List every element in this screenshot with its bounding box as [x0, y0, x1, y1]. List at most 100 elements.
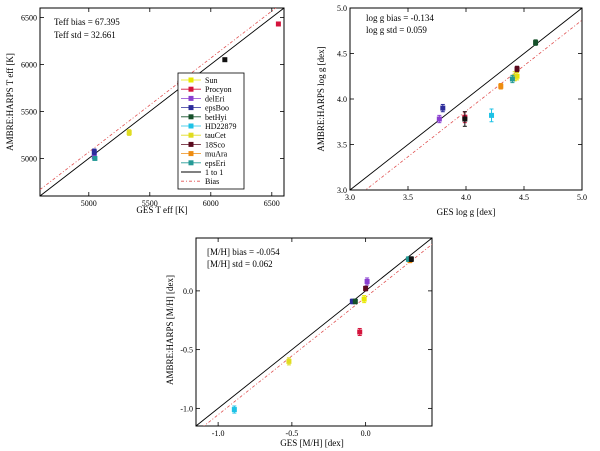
mh-point-18Sco	[363, 286, 369, 292]
teff-panel: Teff bias = 67.395 Teff std = 32.661 GES…	[5, 7, 285, 215]
logg-data-points	[436, 39, 539, 127]
logg-point-HD22879	[489, 112, 495, 118]
logg-y-tick-label: 3.5	[337, 141, 347, 150]
logg-point-alfCenA	[462, 116, 468, 122]
teff-x-tick-label: 6500	[264, 199, 280, 208]
logg-point-tauCet	[512, 73, 518, 79]
legend-label-betHyi: betHyi	[205, 113, 228, 122]
logg-bias-line	[364, 19, 582, 190]
mh-y-tick-label: -1.0	[180, 404, 193, 413]
mh-bias-annotation: [M/H] bias = -0.054	[207, 247, 280, 257]
teff-x-axis-label: GES T eff [K]	[136, 205, 187, 215]
logg-one-to-one-line	[350, 8, 582, 190]
logg-ticks: 3.0 3.5 4.0 4.5 5.0 3.0 3.5 4.0 4.5 5.0	[337, 4, 587, 202]
teff-bias-line	[40, 8, 277, 190]
logg-bias-annotation: log g bias = -0.134	[366, 13, 434, 23]
legend-marker-muAra	[188, 151, 194, 157]
logg-std-annotation: log g std = 0.059	[366, 25, 427, 35]
teff-x-tick-label: 6000	[203, 199, 219, 208]
legend-label-epsEri: epsEri	[205, 159, 226, 168]
mh-x-tick-label: 0.0	[361, 429, 371, 438]
mh-std-annotation: [M/H] std = 0.062	[207, 259, 273, 269]
mh-point-betHyi	[352, 298, 358, 304]
mh-point-epsBoo	[349, 298, 355, 304]
logg-point-epsEri	[509, 76, 515, 82]
legend-label-Sun: Sun	[205, 76, 217, 85]
legend-marker-18Sco	[188, 141, 194, 147]
mh-y-tick-label: -0.5	[180, 346, 193, 355]
logg-point-18Sco	[514, 66, 520, 72]
teff-std-annotation: Teff std = 32.661	[54, 30, 116, 40]
teff-x-tick-label: 5500	[142, 199, 158, 208]
logg-x-tick-label: 3.5	[403, 193, 413, 202]
legend-label-tauCet: tauCet	[205, 131, 227, 140]
mh-point-epsEri	[405, 256, 411, 262]
teff-reference-lines	[40, 8, 284, 196]
teff-point-epsBoo	[91, 149, 97, 155]
legend-label-18Sco: 18Sco	[205, 140, 225, 149]
teff-x-tick-label: 5000	[81, 199, 97, 208]
teff-y-axis-label: AMBRE:HARPS T eff [K]	[5, 53, 15, 151]
teff-y-tick-label: 5000	[21, 154, 37, 163]
logg-point-delEri	[436, 116, 442, 122]
mh-reference-lines	[196, 238, 432, 426]
logg-panel: log g bias = -0.134 log g std = 0.059 GE…	[316, 4, 587, 217]
teff-plot-frame	[39, 7, 285, 197]
legend-marker-Sun	[188, 77, 194, 83]
logg-x-tick-label: 5.0	[577, 193, 587, 202]
logg-point-betHyi	[533, 40, 539, 46]
logg-x-tick-label: 3.0	[345, 193, 355, 202]
logg-y-tick-label: 4.0	[337, 95, 347, 104]
mh-point-Procyon	[357, 329, 363, 335]
mh-y-axis-label: AMBRE:HARPS [M/H] [dex]	[165, 275, 175, 385]
logg-y-axis-label: AMBRE:HARPS log g [dex]	[316, 46, 326, 151]
mh-x-tick-label: -0.5	[286, 429, 299, 438]
mh-y-tick-label: 0.0	[183, 287, 193, 296]
legend-marker-epsEri	[188, 160, 194, 166]
legend-marker-HD22879	[188, 123, 194, 129]
mh-ticks: -1.0 -0.5 0.0 -1.0 -0.5 0.0	[180, 238, 432, 438]
logg-x-tick-label: 4.5	[519, 193, 529, 202]
legend-box	[177, 72, 245, 190]
legend-label-HD22879: HD22879	[205, 122, 237, 131]
legend-label-muAra: muAra	[205, 150, 228, 159]
mh-data-points	[231, 256, 414, 414]
mh-point-alfCenA	[408, 256, 414, 262]
teff-one-to-one-line	[40, 8, 284, 196]
logg-y-tick-label: 3.0	[337, 186, 347, 195]
legend-marker-delEri	[188, 95, 194, 101]
legend-marker-epsBoo	[188, 105, 194, 111]
legend-label-Procyon: Procyon	[205, 85, 232, 94]
logg-point-muAra	[498, 83, 504, 89]
teff-ticks: 5000 5500 6000 6500 5000 5500 6000 6500	[21, 8, 284, 208]
mh-point-HD22879	[231, 407, 237, 413]
logg-x-axis-label: GES log g [dex]	[437, 207, 496, 217]
mh-plot-frame	[195, 237, 433, 427]
mh-panel: [M/H] bias = -0.054 [M/H] std = 0.062 GE…	[165, 237, 433, 448]
logg-point-epsBoo	[440, 105, 446, 111]
teff-y-tick-label: 5500	[21, 107, 37, 116]
logg-y-tick-label: 4.5	[337, 50, 347, 59]
mh-point-delEri	[364, 278, 370, 284]
legend-marker-Procyon	[188, 86, 194, 92]
legend-label-epsBoo: epsBoo	[205, 104, 229, 113]
mh-bias-line	[203, 244, 432, 426]
teff-point-alfCenA	[222, 57, 228, 63]
teff-point-tauCet	[126, 130, 132, 136]
mh-x-tick-label: -1.0	[212, 429, 225, 438]
mh-point-Sun	[361, 296, 367, 302]
legend-label-delEri: delEri	[205, 94, 225, 103]
legend-label-one-to-one: 1 to 1	[205, 168, 223, 177]
mh-point-tauCet	[286, 358, 292, 364]
legend: SunProcyondelEriepsBoobetHyiHD22879tauCe…	[177, 72, 245, 190]
legend-label-bias: Bias	[205, 177, 219, 186]
logg-y-tick-label: 5.0	[337, 4, 347, 13]
teff-bias-annotation: Teff bias = 67.395	[54, 17, 120, 27]
teff-point-Procyon	[275, 21, 281, 27]
mh-one-to-one-line	[196, 238, 432, 426]
logg-reference-lines	[350, 8, 582, 190]
mh-x-axis-label: GES [M/H] [dex]	[280, 438, 344, 448]
teff-y-tick-label: 6500	[21, 13, 37, 22]
legend-marker-betHyi	[188, 114, 194, 120]
